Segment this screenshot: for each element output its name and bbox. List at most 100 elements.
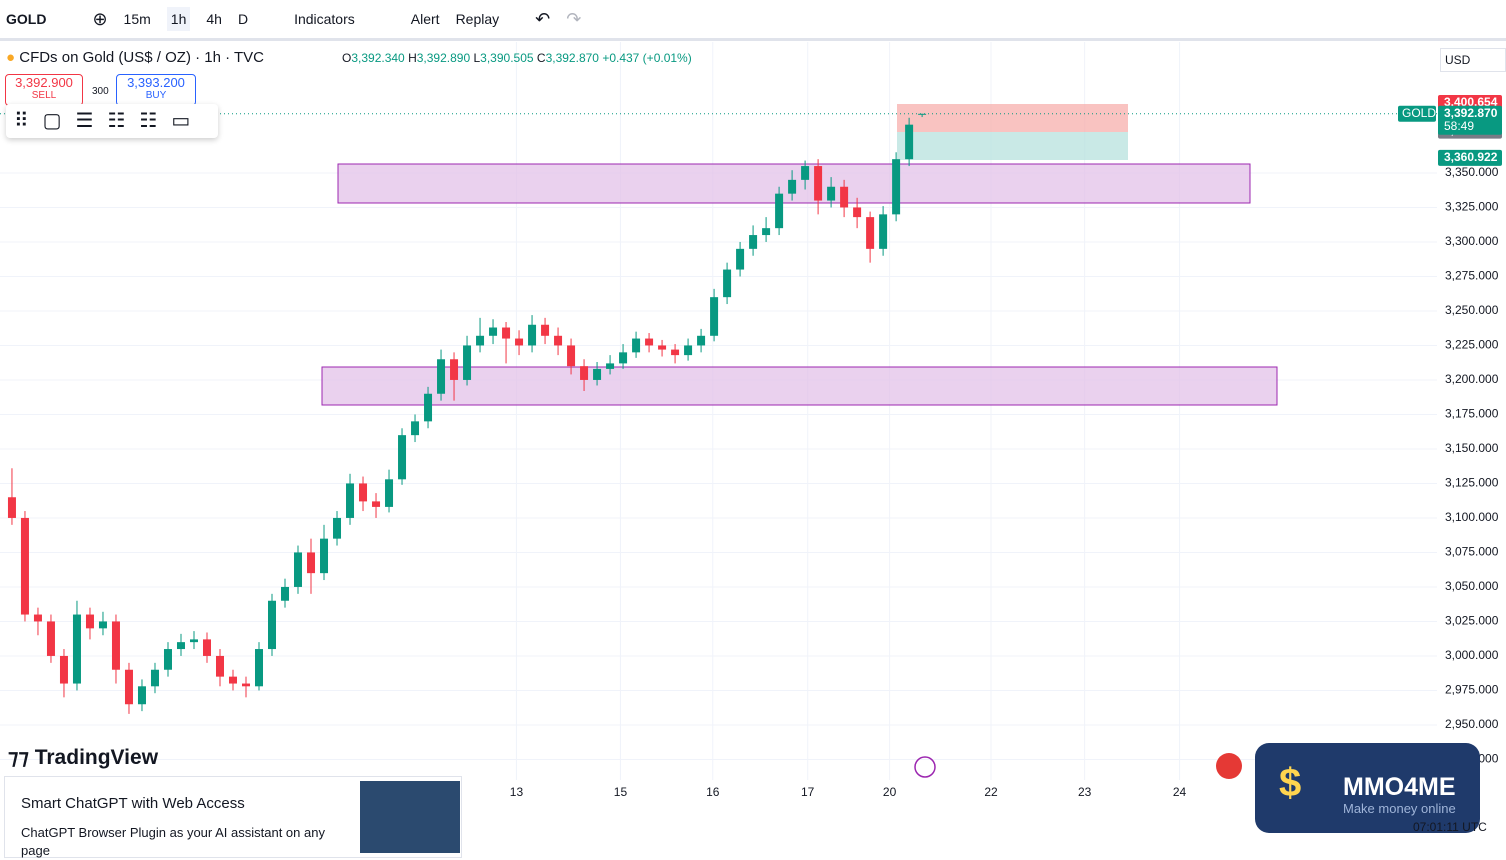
interval[interactable]: 4h [206,11,222,27]
candle-body [827,186,836,201]
candle-body [619,352,628,364]
candle-body [20,517,29,615]
indicators[interactable]: Indicators [294,11,355,27]
y-tick-label: 3,075.000 [1445,545,1499,559]
candle-body [85,614,94,629]
candle-body [918,113,927,115]
candle-body [242,683,251,687]
candle-body [124,669,133,705]
y-tick-label: 3,000.000 [1445,648,1499,662]
candle-body [398,435,407,480]
candle-body [528,324,537,346]
watermark-sub: Make money online [1343,801,1456,816]
candle-body [46,621,55,656]
y-tick-label: 3,275.000 [1445,269,1499,283]
brand: ⁊⁊ TradingView [8,746,159,769]
y-tick-label: 3,050.000 [1445,579,1499,593]
drawing-toolbar[interactable]: ⠿▢☰☷☷▭ [6,104,218,138]
candle-body [593,368,602,380]
ohlc-key: L [473,51,481,65]
candle-body [736,248,745,270]
candle-body [450,359,459,380]
price-label: 3,400.654 [1444,95,1498,109]
candle-body [801,166,810,180]
sell-label: SELL [31,90,57,101]
y-tick-label: 3,025.000 [1445,614,1499,628]
chart-title: ● CFDs on Gold (US$ / OZ) · 1h · TVC [6,49,265,66]
ohlc-key: C [536,51,546,65]
price-label-bg [1438,149,1502,166]
candle-body [710,297,719,336]
ohlc-value: 3,390.505 [480,51,534,65]
candle-body [294,552,303,587]
ohlc-value: 3,392.340 [351,51,405,65]
buy[interactable]: 3,393.200 BUY [116,74,196,106]
x-tick-label: 22 [984,785,998,799]
candle-body [853,207,862,218]
event-icon[interactable] [914,756,936,778]
change: +0.437 (+0.01%) [602,51,692,65]
candle-body [541,324,550,336]
symbol[interactable]: GOLD [6,11,47,27]
candle-body [202,639,211,656]
interval[interactable]: 15m [123,11,151,27]
candle-body [176,642,185,650]
candle-body [463,345,472,380]
candle-body [502,327,511,339]
candle-body [346,483,355,518]
candle-body [424,393,433,422]
candle-body [658,345,667,350]
add[interactable]: ⊕ [92,8,108,29]
candle-body [840,186,849,208]
x-tick-label: 16 [706,785,720,799]
last-price-bg [1438,105,1502,135]
candle-body [215,655,224,677]
candle-body [515,338,524,346]
ad[interactable]: Smart ChatGPT with Web Access ChatGPT Br… [4,776,462,858]
flag-icon[interactable] [1216,753,1242,779]
ohlc: O3,392.340 H3,392.890 L3,390.505 C3,392.… [342,51,692,65]
zone [321,366,1278,406]
candle-body [137,686,146,705]
interval[interactable]: D [237,11,249,27]
candle-body [567,345,576,367]
symbol-tag: GOLD [1402,106,1436,120]
y-tick-label: 3,200.000 [1445,372,1499,386]
candle-body [762,228,771,236]
candle-body [671,349,680,356]
alert[interactable]: Alert [410,11,440,27]
x-tick-label: 24 [1173,785,1187,799]
brand-name: TradingView [34,746,159,769]
candle-body [489,327,498,336]
candle-body [359,483,368,502]
ad-image [360,781,460,853]
candle-body [307,552,316,574]
replay[interactable]: Replay [455,11,500,27]
candle-body [580,366,589,380]
candle-body [879,214,888,249]
sell[interactable]: 3,392.900 SELL [5,74,83,106]
currency[interactable]: USD [1440,48,1506,72]
interval[interactable]: 1h [166,7,191,31]
candle-body [437,359,446,394]
candle-body [255,649,264,687]
candle-body [33,614,42,622]
candle-body [281,586,290,601]
logo: $ [1279,761,1302,805]
x-tick-label: 15 [614,785,628,799]
undo[interactable]: ↶ [535,8,551,29]
y-tick-label: 3,350.000 [1445,165,1499,179]
candle-body [411,421,420,436]
ohlc-value: 3,392.870 [545,51,599,65]
y-tick-label: 3,325.000 [1445,200,1499,214]
watermark: MMO4ME Make money online $ [1255,743,1480,833]
y-tick-label: 3,300.000 [1445,234,1499,248]
buy-label: BUY [145,90,167,101]
candle-body [606,363,615,369]
redo[interactable]: ↷ [566,8,582,29]
candle-body [268,600,277,650]
countdown: 58:49 [1444,119,1474,133]
y-tick-label: 3,100.000 [1445,510,1499,524]
sell-price: 3,392.900 [15,75,73,90]
